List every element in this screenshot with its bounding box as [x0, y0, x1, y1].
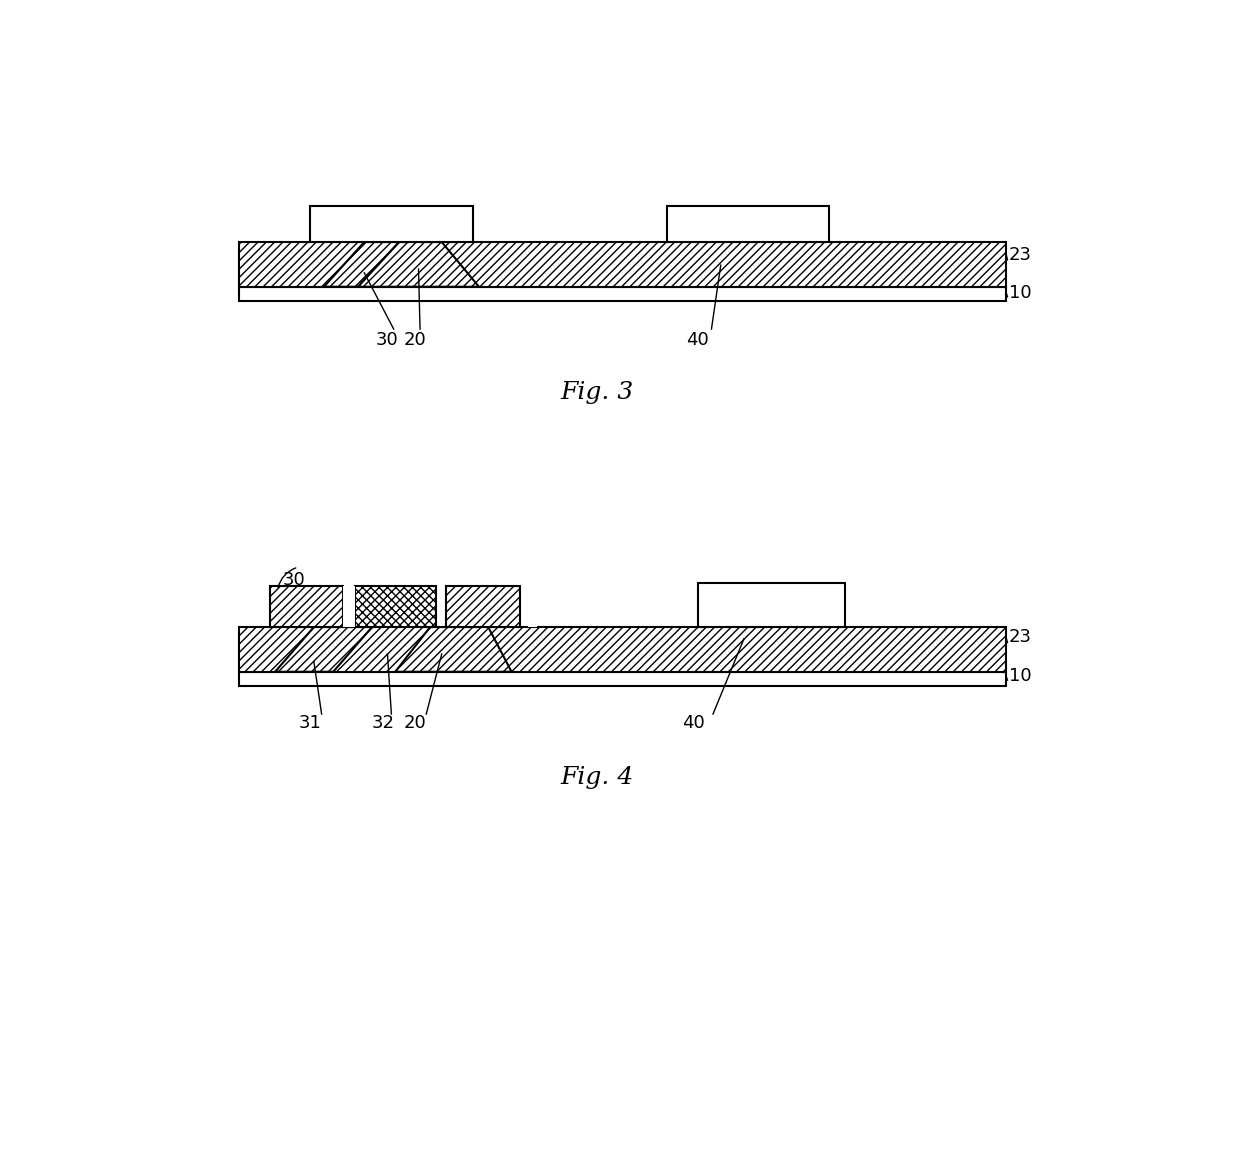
Text: 31: 31	[299, 714, 321, 732]
Bar	[238, 287, 1006, 300]
Bar	[446, 586, 520, 627]
Polygon shape	[358, 242, 479, 287]
Text: 23: 23	[1009, 628, 1032, 646]
Polygon shape	[396, 627, 511, 672]
Polygon shape	[324, 242, 399, 287]
Bar	[238, 627, 1006, 672]
Bar	[528, 586, 537, 627]
Text: 10: 10	[1009, 666, 1032, 685]
Text: 10: 10	[1009, 284, 1032, 302]
Bar	[343, 586, 355, 627]
Bar	[238, 242, 1006, 287]
Text: 40: 40	[682, 714, 706, 732]
Bar	[355, 586, 436, 627]
Text: 32: 32	[372, 714, 396, 732]
Bar	[238, 672, 1006, 686]
Text: 20: 20	[403, 714, 427, 732]
Text: Fig. 3: Fig. 3	[560, 381, 634, 404]
Polygon shape	[275, 627, 372, 672]
Text: 30: 30	[376, 330, 399, 349]
Text: 23: 23	[1009, 246, 1032, 265]
Bar	[310, 206, 472, 242]
Text: 30: 30	[283, 571, 305, 589]
Bar	[270, 586, 343, 627]
Text: Fig. 4: Fig. 4	[560, 765, 634, 788]
Text: 20: 20	[404, 330, 427, 349]
Text: 40: 40	[686, 330, 709, 349]
Bar	[667, 206, 830, 242]
Bar	[697, 584, 844, 627]
